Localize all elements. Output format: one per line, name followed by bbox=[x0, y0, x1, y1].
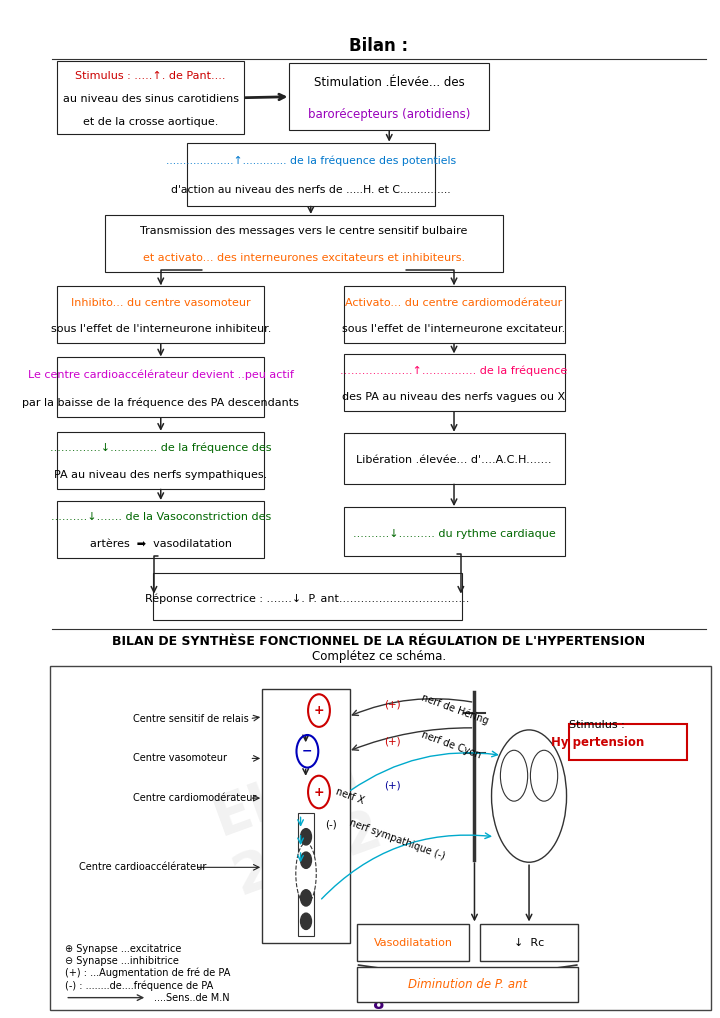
Ellipse shape bbox=[492, 730, 567, 862]
Text: sous l'effet de l'interneurone excitateur.: sous l'effet de l'interneurone excitateu… bbox=[343, 324, 566, 334]
Text: nerf X: nerf X bbox=[335, 786, 366, 806]
Circle shape bbox=[300, 890, 312, 906]
Text: Transmission des messages vers le centre sensitif bulbaire: Transmission des messages vers le centre… bbox=[140, 226, 468, 236]
Ellipse shape bbox=[531, 750, 558, 801]
Text: Libération .élevée... d'....A.C.H.......: Libération .élevée... d'....A.C.H....... bbox=[356, 455, 552, 465]
Text: ....................↑............. de la fréquence des potentiels: ....................↑............. de la… bbox=[166, 156, 456, 166]
Text: Le centre cardioaccélérateur devient ..peu actif: Le centre cardioaccélérateur devient ..p… bbox=[28, 370, 294, 380]
FancyBboxPatch shape bbox=[57, 432, 264, 489]
Text: (-) : ........de....fréquence de PA: (-) : ........de....fréquence de PA bbox=[66, 980, 214, 991]
Text: (+): (+) bbox=[384, 736, 401, 746]
Text: nerf sympathique (-): nerf sympathique (-) bbox=[348, 817, 446, 862]
FancyBboxPatch shape bbox=[50, 666, 711, 1010]
Text: ⊕ Synapse ...excitatrice: ⊕ Synapse ...excitatrice bbox=[66, 944, 181, 954]
Text: ..........↓.......... du rythme cardiaque: ..........↓.......... du rythme cardiaqu… bbox=[353, 528, 555, 539]
FancyBboxPatch shape bbox=[569, 724, 688, 760]
Text: Vasodilatation: Vasodilatation bbox=[374, 938, 453, 948]
Circle shape bbox=[300, 913, 312, 929]
FancyBboxPatch shape bbox=[289, 63, 490, 130]
Text: +: + bbox=[314, 786, 324, 798]
Text: et activato... des interneurones excitateurs et inhibiteurs.: et activato... des interneurones excitat… bbox=[143, 252, 465, 263]
Text: Centre vasomoteur: Centre vasomoteur bbox=[133, 753, 228, 764]
Text: ⊖ Synapse ...inhibitrice: ⊖ Synapse ...inhibitrice bbox=[66, 956, 179, 966]
FancyBboxPatch shape bbox=[105, 215, 503, 272]
FancyBboxPatch shape bbox=[261, 689, 350, 943]
Text: Diminution de P. ant: Diminution de P. ant bbox=[408, 978, 527, 991]
Text: Réponse correctrice : .......↓. P. ant....................................: Réponse correctrice : .......↓. P. ant..… bbox=[145, 593, 469, 604]
Text: Hy pertension: Hy pertension bbox=[551, 736, 644, 748]
Text: Centre sensitif de relais: Centre sensitif de relais bbox=[133, 714, 249, 724]
FancyBboxPatch shape bbox=[57, 286, 264, 343]
Text: ....................↑............... de la fréquence: ....................↑............... de … bbox=[341, 365, 567, 376]
Text: ..........↓....... de la Vasoconstriction des: ..........↓....... de la Vasoconstrictio… bbox=[50, 512, 271, 522]
Text: Stimulus : .....↑. de Pant....: Stimulus : .....↑. de Pant.... bbox=[76, 71, 226, 80]
Text: ELWI
2502: ELWI 2502 bbox=[204, 743, 390, 906]
FancyBboxPatch shape bbox=[57, 357, 264, 417]
Text: et de la crosse aortique.: et de la crosse aortique. bbox=[83, 117, 218, 127]
Circle shape bbox=[300, 829, 312, 845]
FancyBboxPatch shape bbox=[186, 143, 435, 206]
FancyBboxPatch shape bbox=[343, 433, 564, 484]
Text: sous l'effet de l'interneurone inhibiteur.: sous l'effet de l'interneurone inhibiteu… bbox=[50, 324, 271, 334]
Text: ....Sens..de M.N: ....Sens..de M.N bbox=[154, 993, 230, 1003]
Text: des PA au niveau des nerfs vagues ou X: des PA au niveau des nerfs vagues ou X bbox=[343, 392, 566, 402]
Text: nerf de Cyon: nerf de Cyon bbox=[420, 730, 482, 760]
Text: PA au niveau des nerfs sympathiques.: PA au niveau des nerfs sympathiques. bbox=[54, 469, 267, 479]
Text: Centre cardiomodérateur: Centre cardiomodérateur bbox=[133, 793, 257, 803]
Text: Complétez ce schéma.: Complétez ce schéma. bbox=[312, 651, 446, 663]
Text: (-): (-) bbox=[325, 819, 337, 830]
FancyBboxPatch shape bbox=[343, 286, 564, 343]
Text: (+) : ...Augmentation de fré de PA: (+) : ...Augmentation de fré de PA bbox=[66, 968, 230, 978]
Text: (+): (+) bbox=[384, 699, 401, 710]
Text: (+): (+) bbox=[384, 781, 401, 791]
Text: Activato... du centre cardiomodérateur: Activato... du centre cardiomodérateur bbox=[346, 297, 562, 307]
FancyBboxPatch shape bbox=[343, 507, 564, 556]
FancyBboxPatch shape bbox=[480, 924, 578, 961]
FancyBboxPatch shape bbox=[357, 967, 578, 1002]
Text: 8: 8 bbox=[373, 995, 384, 1013]
FancyBboxPatch shape bbox=[153, 573, 462, 620]
FancyBboxPatch shape bbox=[57, 61, 244, 134]
Circle shape bbox=[300, 852, 312, 868]
FancyBboxPatch shape bbox=[357, 924, 469, 961]
Text: ↓  Rc: ↓ Rc bbox=[514, 938, 544, 948]
Text: −: − bbox=[302, 745, 312, 757]
Text: artères  ➡  vasodilatation: artères ➡ vasodilatation bbox=[90, 539, 232, 549]
FancyBboxPatch shape bbox=[298, 813, 314, 936]
FancyBboxPatch shape bbox=[57, 501, 264, 558]
Text: +: + bbox=[314, 704, 324, 717]
Text: Stimulation .Élevée... des: Stimulation .Élevée... des bbox=[314, 76, 464, 89]
FancyBboxPatch shape bbox=[343, 354, 564, 411]
Text: BILAN DE SYNTHÈSE FONCTIONNEL DE LA RÉGULATION DE L'HYPERTENSION: BILAN DE SYNTHÈSE FONCTIONNEL DE LA RÉGU… bbox=[112, 635, 646, 647]
Text: Centre cardioaccélérateur: Centre cardioaccélérateur bbox=[79, 862, 207, 872]
Ellipse shape bbox=[296, 843, 316, 904]
Text: par la baisse de la fréquence des PA descendants: par la baisse de la fréquence des PA des… bbox=[22, 397, 300, 408]
Text: nerf de Héring: nerf de Héring bbox=[420, 692, 490, 727]
Text: d'action au niveau des nerfs de .....H. et C...............: d'action au niveau des nerfs de .....H. … bbox=[171, 185, 451, 195]
Text: Inhibito... du centre vasomoteur: Inhibito... du centre vasomoteur bbox=[71, 297, 251, 307]
Text: Bilan :: Bilan : bbox=[349, 37, 408, 55]
Text: ..............↓............. de la fréquence des: ..............↓............. de la fréqu… bbox=[50, 443, 271, 453]
Ellipse shape bbox=[500, 750, 528, 801]
Text: au niveau des sinus carotidiens: au niveau des sinus carotidiens bbox=[63, 94, 238, 104]
Text: Stimulus :: Stimulus : bbox=[570, 720, 625, 730]
Text: barorécepteurs (arotidiens): barorécepteurs (arotidiens) bbox=[308, 108, 470, 120]
